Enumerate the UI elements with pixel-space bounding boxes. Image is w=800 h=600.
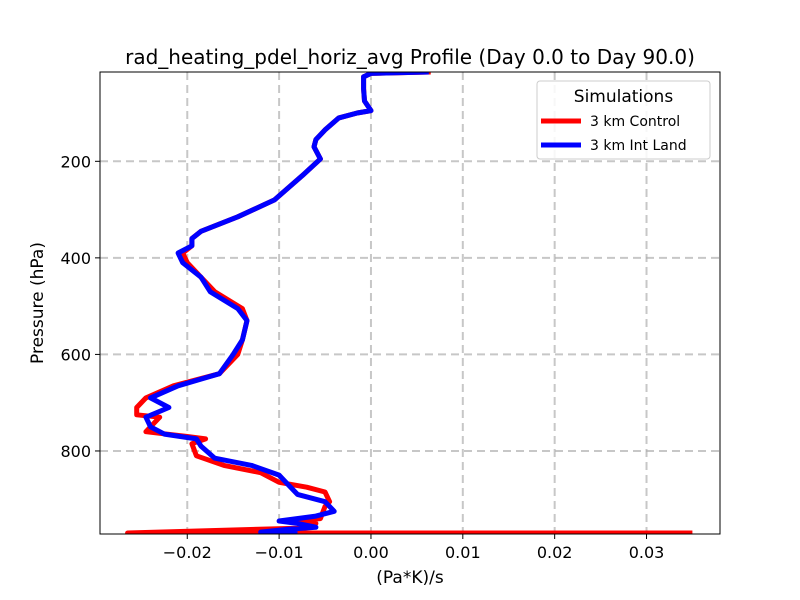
grid xyxy=(100,72,720,534)
x-tick-label: −0.02 xyxy=(163,543,212,562)
y-tick-label: 800 xyxy=(60,442,91,461)
y-axis: 200 400 600 800 xyxy=(60,152,100,461)
legend-label: 3 km Int Land xyxy=(590,138,687,154)
legend-title: Simulations xyxy=(574,87,674,107)
x-tick-label: 0.01 xyxy=(445,543,481,562)
legend-label: 3 km Control xyxy=(590,114,680,130)
x-axis: −0.02 −0.01 0.00 0.01 0.02 0.03 xyxy=(163,534,665,562)
x-tick-label: 0.02 xyxy=(537,543,573,562)
series-layer xyxy=(125,72,693,534)
y-tick-label: 400 xyxy=(60,249,91,268)
y-tick-label: 600 xyxy=(60,345,91,364)
x-tick-label: 0.03 xyxy=(629,543,665,562)
legend-box xyxy=(536,80,711,160)
legend-entries: 3 km Control 3 km Int Land xyxy=(541,114,687,154)
chart-title: rad_heating_pdel_horiz_avg Profile (Day … xyxy=(125,45,695,69)
x-tick-label: 0.00 xyxy=(353,543,389,562)
x-tick-label: −0.01 xyxy=(255,543,304,562)
legend: Simulations 3 km Control 3 km Int Land xyxy=(536,80,711,160)
x-axis-label: (Pa*K)/s xyxy=(376,568,444,588)
y-tick-label: 200 xyxy=(60,152,91,171)
plot-frame xyxy=(99,71,721,535)
y-axis-label: Pressure (hPa) xyxy=(28,242,48,364)
series-line-int-land xyxy=(143,72,429,534)
